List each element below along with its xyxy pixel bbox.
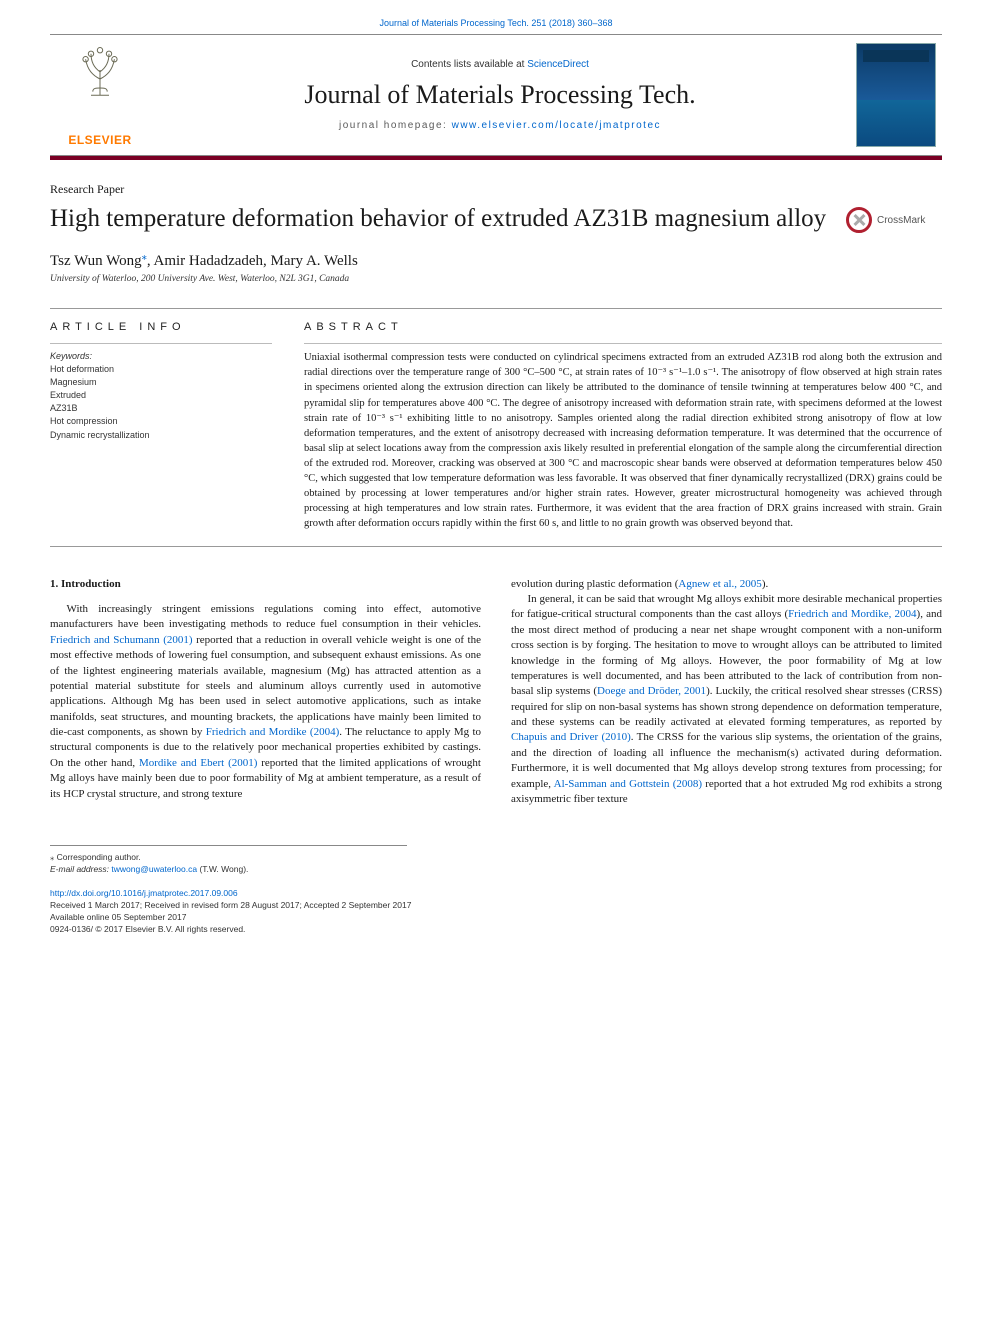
journal-cover-thumbnail <box>856 43 936 147</box>
masthead: ELSEVIER Contents lists available at Sci… <box>50 34 942 156</box>
corresponding-author-note: ⁎ Corresponding author. <box>50 852 407 864</box>
publisher-logo: ELSEVIER <box>50 35 150 155</box>
article-type: Research Paper <box>50 182 942 197</box>
keyword: Hot compression <box>50 415 272 428</box>
body-paragraph-continuation: evolution during plastic deformation (Ag… <box>511 577 942 592</box>
elsevier-tree-icon <box>73 43 127 97</box>
contents-prefix: Contents lists available at <box>411 59 527 70</box>
citation-link[interactable]: Friedrich and Mordike (2004) <box>206 726 339 738</box>
affiliation: University of Waterloo, 200 University A… <box>50 274 942 284</box>
citation-link[interactable]: Doege and Dröder, 2001 <box>597 685 706 697</box>
crossmark-label: CrossMark <box>877 215 925 226</box>
homepage-prefix: journal homepage: <box>339 120 452 131</box>
body-column-left: 1. Introduction With increasingly string… <box>50 577 481 808</box>
doi-link[interactable]: http://dx.doi.org/10.1016/j.jmatprotec.2… <box>50 888 238 898</box>
article-title: High temperature deformation behavior of… <box>50 203 830 234</box>
running-header-link[interactable]: Journal of Materials Processing Tech. 25… <box>380 18 613 28</box>
citation-link[interactable]: Mordike and Ebert (2001) <box>139 757 257 769</box>
keyword: Magnesium <box>50 376 272 389</box>
journal-homepage-line: journal homepage: www.elsevier.com/locat… <box>150 120 850 131</box>
journal-name: Journal of Materials Processing Tech. <box>150 80 850 110</box>
section-heading-1: 1. Introduction <box>50 577 481 592</box>
abstract-header: ABSTRACT <box>304 309 942 343</box>
sciencedirect-link[interactable]: ScienceDirect <box>527 59 589 70</box>
journal-homepage-link[interactable]: www.elsevier.com/locate/jmatprotec <box>452 120 661 131</box>
publisher-wordmark: ELSEVIER <box>68 133 131 147</box>
citation-link[interactable]: Al-Samman and Gottstein (2008) <box>554 778 702 790</box>
running-header: Journal of Materials Processing Tech. 25… <box>0 0 992 34</box>
body-paragraph: In general, it can be said that wrought … <box>511 592 942 807</box>
citation-link[interactable]: Agnew et al., 2005 <box>678 578 761 590</box>
author-1: Tsz Wun Wong <box>50 253 142 269</box>
keywords-label: Keywords: <box>50 350 272 363</box>
abstract-bottom-rule <box>50 546 942 547</box>
citation-link[interactable]: Chapuis and Driver (2010) <box>511 731 631 743</box>
available-online: Available online 05 September 2017 <box>50 912 942 924</box>
author-list: Tsz Wun Wong⁎, Amir Hadadzadeh, Mary A. … <box>50 250 942 270</box>
citation-link[interactable]: Friedrich and Schumann (2001) <box>50 634 193 646</box>
article-meta: http://dx.doi.org/10.1016/j.jmatprotec.2… <box>50 888 942 936</box>
contents-available-line: Contents lists available at ScienceDirec… <box>150 59 850 70</box>
abstract-text: Uniaxial isothermal compression tests we… <box>304 343 942 531</box>
email-line: E-mail address: twwong@uwaterloo.ca (T.W… <box>50 864 407 876</box>
body-column-right: evolution during plastic deformation (Ag… <box>511 577 942 808</box>
keyword: Dynamic recrystallization <box>50 429 272 442</box>
citation-link[interactable]: Friedrich and Mordike, 2004 <box>788 608 916 620</box>
body-paragraph: With increasingly stringent emissions re… <box>50 602 481 802</box>
keywords-block: Keywords: Hot deformation Magnesium Extr… <box>50 343 272 441</box>
footnotes: ⁎ Corresponding author. E-mail address: … <box>50 845 407 876</box>
keyword: Extruded <box>50 389 272 402</box>
authors-rest: , Amir Hadadzadeh, Mary A. Wells <box>147 253 358 269</box>
article-history: Received 1 March 2017; Received in revis… <box>50 900 942 912</box>
keyword: Hot deformation <box>50 363 272 376</box>
crossmark-badge[interactable]: CrossMark <box>846 203 942 233</box>
author-email-link[interactable]: twwong@uwaterloo.ca <box>111 864 197 874</box>
article-info-header: ARTICLE INFO <box>50 309 272 343</box>
crossmark-icon <box>846 207 872 233</box>
keyword: AZ31B <box>50 402 272 415</box>
masthead-accent-bar <box>50 156 942 160</box>
copyright-line: 0924-0136/ © 2017 Elsevier B.V. All righ… <box>50 924 942 936</box>
